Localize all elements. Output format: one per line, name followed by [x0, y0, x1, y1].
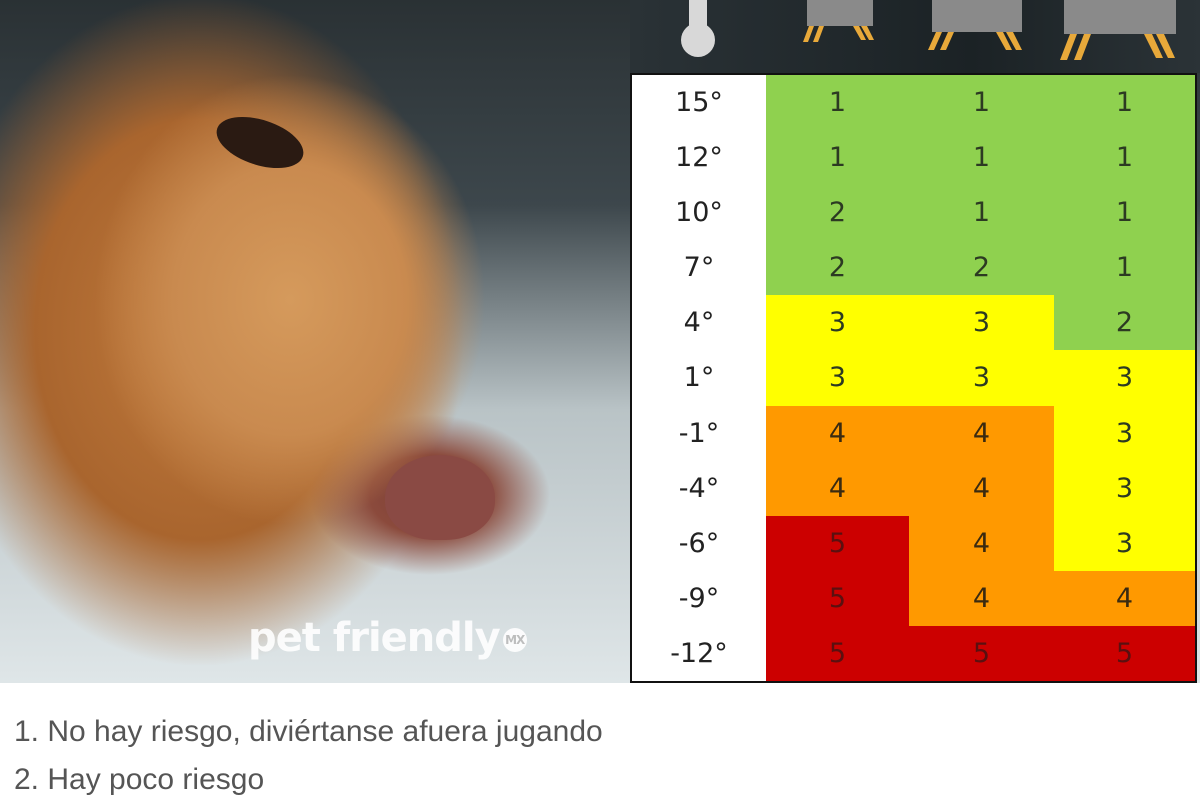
- risk-cell: 4: [909, 570, 1054, 626]
- temperature-cell: 4°: [632, 295, 766, 351]
- risk-cell: 2: [766, 240, 909, 296]
- temperature-cell: -4°: [632, 460, 766, 516]
- large-dog-icon: [1060, 0, 1176, 60]
- risk-cell: 3: [1054, 515, 1195, 571]
- temperature-cell: 10°: [632, 185, 766, 241]
- medium-dog-icon: [928, 0, 1022, 50]
- risk-cell: 1: [1054, 240, 1195, 296]
- risk-cell: 2: [766, 185, 909, 241]
- risk-cell: 5: [766, 570, 909, 626]
- risk-cell: 3: [1054, 460, 1195, 516]
- risk-cell: 1: [766, 75, 909, 131]
- risk-cell: 3: [909, 350, 1054, 406]
- risk-cell: 4: [766, 460, 909, 516]
- risk-cell: 3: [766, 295, 909, 351]
- risk-cell: 5: [766, 625, 909, 681]
- risk-cell: 4: [909, 460, 1054, 516]
- temperature-cell: 12°: [632, 130, 766, 186]
- temperature-cell: -1°: [632, 405, 766, 461]
- risk-cell: 4: [909, 405, 1054, 461]
- legend-item: 2. Hay poco riesgo: [14, 763, 265, 796]
- small-dog-icon: [803, 0, 874, 42]
- temperature-cell: -6°: [632, 515, 766, 571]
- risk-cell: 3: [766, 350, 909, 406]
- temperature-cell: -12°: [632, 625, 766, 681]
- risk-cell: 2: [1054, 295, 1195, 351]
- risk-cell: 3: [909, 295, 1054, 351]
- temperature-cell: 1°: [632, 350, 766, 406]
- risk-cell: 5: [1054, 625, 1195, 681]
- temperature-cell: 15°: [632, 75, 766, 131]
- risk-table: 15° 1 1 1 12° 1 1 1 10° 2 1 1 7° 2 2 1 4° 3 3 2 1° 3 3 3 -1° 4 4 3-…: [630, 73, 1197, 683]
- logo-text: pet friendly: [248, 615, 501, 661]
- risk-cell: 4: [909, 515, 1054, 571]
- risk-cell: 2: [909, 240, 1054, 296]
- dog-nose: [385, 455, 495, 540]
- risk-cell: 1: [909, 185, 1054, 241]
- logo-badge: MX: [502, 628, 527, 652]
- risk-cell: 1: [909, 75, 1054, 131]
- risk-cell: 1: [1054, 130, 1195, 186]
- risk-cell: 3: [1054, 405, 1195, 461]
- legend: 1. No hay riesgo, diviértanse afuera jug…: [14, 708, 603, 804]
- pet-friendly-logo: pet friendly MX: [248, 615, 527, 661]
- risk-cell: 1: [766, 130, 909, 186]
- risk-cell: 5: [766, 515, 909, 571]
- temperature-cell: -9°: [632, 570, 766, 626]
- risk-cell: 5: [909, 625, 1054, 681]
- risk-cell: 1: [1054, 185, 1195, 241]
- risk-cell: 4: [1054, 570, 1195, 626]
- risk-cell: 1: [909, 130, 1054, 186]
- thermometer-icon: [681, 0, 715, 57]
- risk-cell: 1: [1054, 75, 1195, 131]
- risk-cell: 4: [766, 405, 909, 461]
- temperature-cell: 7°: [632, 240, 766, 296]
- risk-cell: 3: [1054, 350, 1195, 406]
- legend-item: 1. No hay riesgo, diviértanse afuera jug…: [14, 715, 603, 748]
